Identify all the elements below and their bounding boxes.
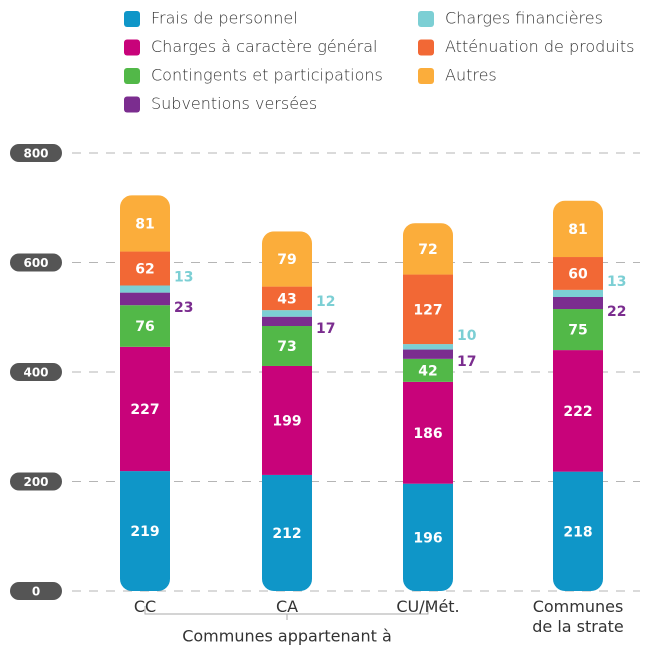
x-tick-label: CA xyxy=(275,597,299,616)
bar-segment xyxy=(403,349,453,359)
value-label: 212 xyxy=(272,526,301,542)
legend-swatch xyxy=(124,39,140,56)
bar-stack xyxy=(262,231,312,591)
legend-swatch xyxy=(418,68,434,84)
bar-stack xyxy=(120,195,170,591)
bar-segment xyxy=(262,365,312,475)
bar-segment xyxy=(262,231,312,287)
bar-segment xyxy=(553,289,603,297)
value-label: 186 xyxy=(413,426,442,442)
legend-swatch xyxy=(124,96,140,113)
value-label: 17 xyxy=(457,354,476,370)
legend-label: Frais de personnel xyxy=(151,9,298,28)
legend-label: Atténuation de produits xyxy=(445,37,634,56)
bar-stack xyxy=(403,223,453,591)
y-tick-label: 800 xyxy=(23,147,48,161)
value-label: 10 xyxy=(457,328,477,344)
value-label: 218 xyxy=(563,524,592,540)
bar-segment xyxy=(553,296,603,310)
value-label: 60 xyxy=(568,266,588,282)
legend-label: Charges à caractère général xyxy=(151,37,377,56)
bar-segment xyxy=(120,471,170,591)
bar-segment xyxy=(262,316,312,327)
y-tick-pill xyxy=(10,472,62,491)
value-label: 12 xyxy=(316,294,335,310)
value-label: 43 xyxy=(277,291,296,307)
value-label: 75 xyxy=(568,323,587,339)
y-tick-label: 600 xyxy=(23,256,48,270)
y-tick-pill xyxy=(10,363,62,381)
value-label: 76 xyxy=(135,319,154,335)
bar-segment xyxy=(403,223,453,275)
value-label: 227 xyxy=(130,402,159,418)
legend-swatch xyxy=(418,11,434,27)
legend-swatch xyxy=(124,11,140,27)
legend-label: Contingents et participations xyxy=(151,66,383,85)
bar-segment xyxy=(262,310,312,317)
legend-swatch xyxy=(124,68,140,84)
legend-label: Autres xyxy=(445,66,497,85)
value-label: 22 xyxy=(607,304,626,320)
bar-segment xyxy=(403,358,453,382)
bar-segment xyxy=(403,483,453,591)
bar-segment xyxy=(403,344,453,350)
value-label: 81 xyxy=(568,222,587,238)
bar-segment xyxy=(262,474,312,591)
value-label: 222 xyxy=(563,404,592,420)
value-label: 199 xyxy=(272,413,301,429)
value-label: 219 xyxy=(130,524,159,540)
bar-segment xyxy=(120,305,170,347)
value-label: 79 xyxy=(277,252,296,268)
bar-segment xyxy=(403,274,453,345)
y-tick-label: 400 xyxy=(23,366,48,380)
x-tick-label: Communes de la strate xyxy=(532,597,624,636)
bar-segment xyxy=(262,326,312,366)
bar-segment xyxy=(553,200,603,258)
bar-segment xyxy=(120,285,170,293)
group-bracket xyxy=(144,606,429,620)
value-label: 127 xyxy=(413,302,442,318)
value-label: 42 xyxy=(418,363,437,379)
value-label: 196 xyxy=(413,530,442,546)
bar-segment xyxy=(120,251,170,286)
value-label: 73 xyxy=(277,339,296,355)
y-tick-pill xyxy=(10,582,62,600)
legend-label: Subventions versées xyxy=(151,94,317,113)
legend-swatch xyxy=(418,39,434,56)
y-tick-pill xyxy=(10,253,62,272)
bar-segment xyxy=(120,292,170,306)
value-label: 72 xyxy=(418,242,437,258)
y-tick-label: 200 xyxy=(23,475,48,489)
bar-segment xyxy=(553,350,603,472)
bar-segment xyxy=(120,195,170,252)
value-label: 13 xyxy=(607,274,626,290)
legend-label: Charges financières xyxy=(445,9,603,28)
value-label: 62 xyxy=(135,262,154,278)
bar-segment xyxy=(120,346,170,472)
bar-segment xyxy=(403,381,453,484)
x-tick-label: CU/Mét. xyxy=(396,597,460,616)
bar-segment xyxy=(553,257,603,290)
value-label: 81 xyxy=(135,216,154,232)
bar-segment xyxy=(553,471,603,591)
value-label: 23 xyxy=(174,300,193,316)
bar-segment xyxy=(262,286,312,311)
bar-segment xyxy=(553,309,603,351)
value-label: 17 xyxy=(316,321,335,337)
group-label: Communes appartenant à xyxy=(182,627,392,646)
bar-stack xyxy=(553,200,603,591)
y-tick-pill xyxy=(10,144,62,162)
x-tick-label: CC xyxy=(133,597,157,616)
y-tick-label: 0 xyxy=(32,585,40,599)
value-label: 13 xyxy=(174,269,193,285)
